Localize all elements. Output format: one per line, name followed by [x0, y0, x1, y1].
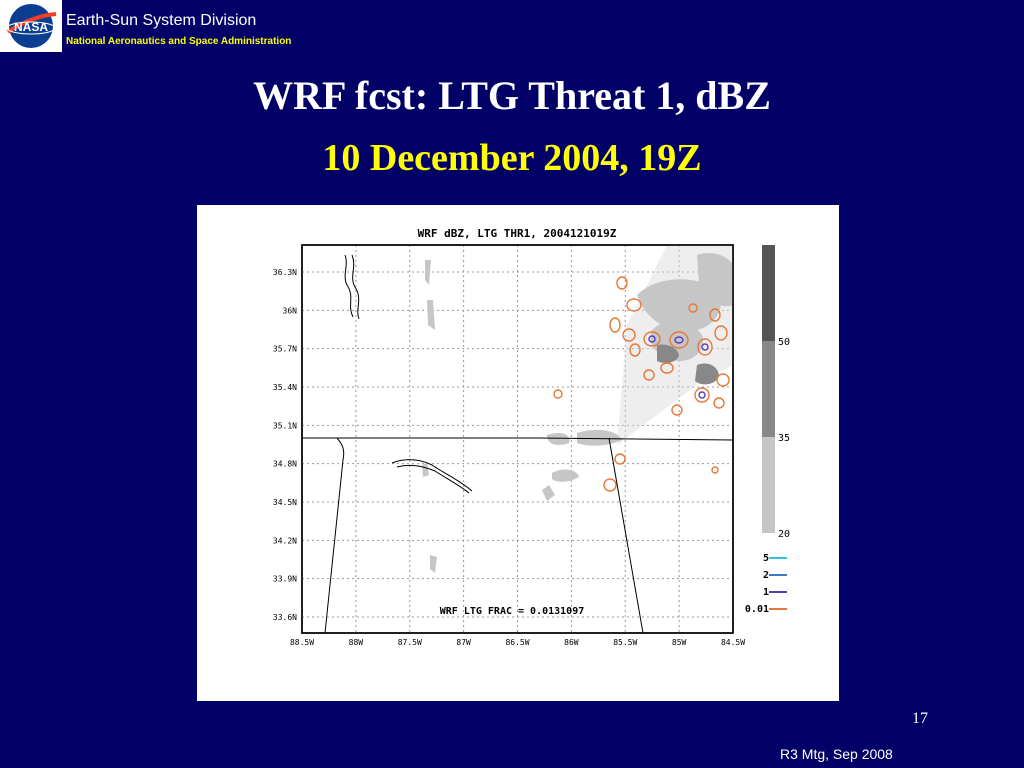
lat-tick-label: 35.1N — [273, 421, 297, 430]
ltg-contour-001 — [714, 325, 728, 341]
weak-echo — [422, 463, 429, 477]
colorbar-label: 20 — [778, 529, 790, 540]
ltg-contour-001 — [660, 362, 674, 374]
storm-cell-mid — [657, 344, 679, 363]
lon-tick-label: 87W — [456, 638, 471, 647]
latitude-labels: 36.3N 36N 35.7N 35.4N 35.1N 34.8N 34.5N 34.2N 33… — [273, 268, 297, 622]
al-ga-border — [608, 437, 644, 634]
ltg-contour-001 — [616, 276, 628, 290]
ltg-contour-001 — [716, 373, 730, 387]
ltg-frac-label: WRF LTG FRAC = 0.0131097 — [440, 606, 585, 617]
lon-tick-label: 84.5W — [721, 638, 745, 647]
storm-cell-light — [637, 279, 721, 332]
lat-tick-label: 35.4N — [273, 383, 297, 392]
ltg-contour-001 — [553, 389, 563, 399]
weak-echo — [547, 432, 570, 445]
state-borders — [302, 254, 734, 634]
lake — [391, 459, 473, 492]
contour-legend: 5 2 1 0.01 — [745, 553, 787, 615]
tn-al-border — [302, 437, 734, 441]
lon-tick-label: 86.5W — [505, 638, 529, 647]
ltg-contour-1 — [674, 336, 684, 344]
colorbar-label: 35 — [778, 433, 790, 444]
ltg-contour-001 — [688, 303, 698, 313]
footer-text: R3 Mtg, Sep 2008 — [780, 746, 893, 762]
ltg-contour-1 — [701, 343, 709, 351]
longitude-labels: 88.5W 88W 87.5W 87W 86.5W 86W 85.5W 85W 84.5W — [290, 638, 745, 647]
storm-cell-mid — [695, 363, 719, 385]
ltg-contour-1 — [648, 335, 656, 343]
ltg-contour-001 — [614, 453, 626, 465]
org-name: Earth-Sun System Division — [66, 12, 257, 29]
legend-label: 0.01 — [745, 604, 769, 615]
ltg-contour-1 — [698, 391, 706, 399]
ltg-contour-001 — [629, 343, 641, 357]
lon-tick-label: 86W — [564, 638, 579, 647]
ltg-contour-001 — [709, 308, 721, 322]
colorbar: 50 35 20 — [762, 245, 790, 540]
slide-title: WRF fcst: LTG Threat 1, dBZ — [253, 73, 771, 118]
ms-al-border — [324, 437, 345, 634]
colorbar-segment-low — [762, 437, 775, 533]
weak-echo — [542, 485, 555, 501]
graticule — [302, 245, 733, 633]
river — [344, 254, 354, 318]
weak-echo — [430, 555, 437, 573]
ltg-contour-001 — [622, 328, 636, 342]
lat-tick-label: 34.5N — [273, 498, 297, 507]
ltg-contour-001 — [711, 466, 719, 474]
lon-tick-label: 85.5W — [613, 638, 637, 647]
plot-frame-outline — [301, 244, 734, 634]
storm-cell-light — [697, 253, 733, 307]
org-subtitle: National Aeronautics and Space Administr… — [66, 36, 292, 47]
lat-tick-label: 34.2N — [273, 536, 297, 545]
lat-tick-label: 36N — [283, 306, 298, 315]
ltg-contour-001 — [609, 317, 621, 333]
nasa-logo: NASA — [0, 0, 62, 52]
weak-echo — [577, 429, 622, 446]
slide-number: 17 — [912, 710, 928, 727]
lon-tick-label: 88W — [349, 638, 364, 647]
ltg-contour-001 — [643, 369, 655, 381]
lake — [396, 464, 470, 494]
lat-tick-label: 33.6N — [273, 613, 297, 622]
map-title: WRF dBZ, LTG THR1, 2004121019Z — [418, 227, 617, 240]
logo-text: NASA — [14, 20, 48, 34]
legend-label: 5 — [763, 553, 769, 564]
ltg-contour-001 — [694, 387, 710, 403]
ltg-contours-higher — [648, 335, 709, 399]
legend-label: 1 — [763, 587, 769, 598]
reflectivity-shading — [422, 245, 733, 573]
lon-tick-label: 87.5W — [398, 638, 422, 647]
lat-tick-label: 36.3N — [273, 268, 297, 277]
forecast-map: WRF dBZ, LTG THR1, 2004121019Z — [273, 227, 790, 647]
ltg-contour-001 — [671, 404, 683, 416]
ltg-contour-001 — [643, 331, 661, 347]
ltg-contour-001 — [669, 331, 689, 349]
ltg-contour-001 — [713, 397, 725, 409]
colorbar-label: 50 — [778, 337, 790, 348]
weak-echo — [427, 300, 435, 330]
weak-echo — [425, 260, 431, 285]
ltg-contour-001 — [603, 478, 617, 492]
lat-tick-label: 33.9N — [273, 575, 297, 584]
ltg-contour-001 — [626, 298, 642, 312]
lon-tick-label: 88.5W — [290, 638, 314, 647]
colorbar-segment-mid — [762, 341, 775, 437]
river — [351, 254, 360, 320]
slide-subtitle: 10 December 2004, 19Z — [322, 137, 702, 179]
lat-tick-label: 34.8N — [273, 460, 297, 469]
ltg-contour-001 — [697, 338, 713, 356]
nasa-meatball-icon: NASA — [6, 4, 57, 48]
lat-tick-label: 35.7N — [273, 345, 297, 354]
colorbar-segment-high — [762, 245, 775, 341]
ltg-contours — [553, 276, 730, 492]
legend-label: 2 — [763, 570, 769, 581]
lon-tick-label: 85W — [672, 638, 687, 647]
forecast-map-figure: WRF dBZ, LTG THR1, 2004121019Z — [197, 205, 839, 701]
weak-echo — [552, 469, 579, 482]
